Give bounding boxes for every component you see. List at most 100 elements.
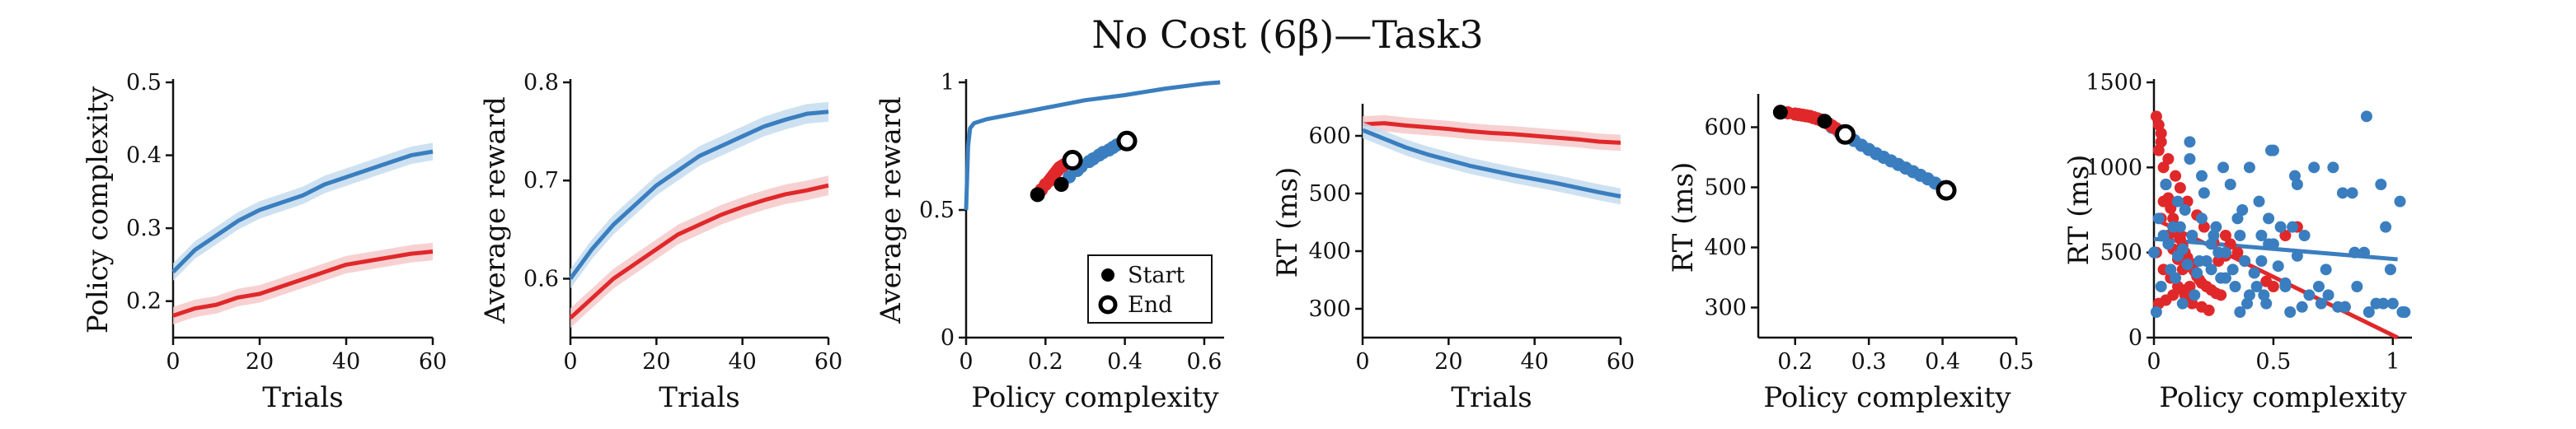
blue-point: [2320, 263, 2332, 276]
y-tick-label: 0.6: [523, 266, 559, 291]
y-axis-label: RT (ms): [1271, 167, 1304, 278]
y-tick-label: 600: [1704, 115, 1747, 141]
panel-rt-scatter-vs-policy-complexity: 0 0.5 1 0 500 1000 1500 Policy complexity RT (ms…: [2062, 70, 2412, 414]
red-point: [2184, 281, 2196, 292]
blue-point: [2157, 230, 2170, 241]
blue-point: [2176, 297, 2189, 310]
blue-point: [2291, 249, 2303, 262]
y-tick-label: 1500: [2086, 70, 2142, 96]
blue-point: [2363, 306, 2375, 318]
bound-curve-line: [964, 80, 1221, 211]
blue-point: [2351, 281, 2363, 292]
y-axis-label: RT (ms): [1667, 162, 1700, 273]
y-tick-label: 0.8: [523, 70, 559, 96]
red-point: [2219, 230, 2231, 241]
blue-point: [2284, 306, 2297, 318]
x-tick-label: 0: [166, 349, 180, 375]
end-marker: [1936, 180, 1957, 201]
red-point: [2162, 153, 2175, 165]
y-axis-label: Average reward: [875, 96, 908, 324]
blue-point: [2236, 204, 2249, 216]
series-red-line: [1362, 121, 1621, 145]
panel-policy-complexity-vs-trials: 0 20 40 60 0.2 0.3 0.4 0.5 Trials Policy complexi…: [82, 70, 447, 414]
blue-point: [2226, 263, 2239, 276]
blue-point: [2194, 255, 2206, 267]
blue-point: [2255, 255, 2268, 267]
x-tick-label: 20: [1434, 349, 1462, 375]
series-red-line: [569, 183, 829, 319]
x-axis-label: Trials: [262, 381, 343, 414]
start-marker: [1030, 187, 1045, 203]
y-tick-label: 0.2: [126, 289, 162, 315]
red-point: [2157, 161, 2170, 174]
y-tick-label: 1000: [2086, 155, 2142, 180]
panel-average-reward-vs-trials: 0 20 40 60 0.6 0.7 0.8 Trials Average reward: [479, 70, 842, 414]
blue-point: [2336, 187, 2348, 199]
blue-point: [2327, 161, 2339, 174]
red-point: [2224, 238, 2236, 250]
blue-point: [2253, 195, 2265, 208]
x-axis-label: Policy complexity: [971, 381, 1219, 414]
red-point: [2157, 195, 2170, 208]
blue-point: [2217, 161, 2230, 174]
x-tick-label: 40: [1520, 349, 1548, 375]
blue-point: [2248, 267, 2260, 279]
x-tick-label: 0.3: [1851, 349, 1887, 375]
blue-point: [2396, 306, 2409, 318]
blue-point: [2287, 221, 2299, 233]
x-tick-label: 20: [642, 349, 670, 375]
blue-point: [2195, 212, 2208, 225]
blue-point: [2250, 281, 2263, 292]
blue-point: [2263, 212, 2275, 225]
x-tick-label: 0: [563, 349, 577, 375]
blue-point: [2394, 195, 2406, 208]
series-red-error-band: [173, 242, 433, 325]
y-tick-label: 500: [1308, 181, 1351, 207]
blue-point: [2260, 297, 2273, 310]
blue-point: [2308, 161, 2320, 174]
blue-point: [2296, 301, 2308, 313]
x-axis-label: Policy complexity: [1763, 381, 2011, 414]
y-tick-label: 300: [1308, 296, 1351, 322]
y-tick-label: 400: [1704, 235, 1747, 261]
x-tick-label: 0: [959, 349, 973, 375]
blue-point: [2315, 297, 2327, 310]
x-tick-label: 60: [419, 349, 447, 375]
blue-point: [2377, 297, 2390, 310]
legend-start-label: Start: [1128, 263, 1185, 288]
y-tick-label: 300: [1704, 296, 1747, 321]
blue-point: [2375, 179, 2387, 190]
panel-rt-vs-policy-complexity: 0.2 0.3 0.4 0.5 300 400 500 600 Policy complexit…: [1667, 94, 2034, 414]
y-tick-label: 0.3: [126, 216, 162, 241]
series-red-line: [172, 249, 434, 318]
x-tick-label: 40: [728, 349, 756, 375]
x-axis-label: Policy complexity: [2159, 381, 2407, 414]
blue-point: [2189, 289, 2201, 301]
red-point: [2165, 202, 2177, 214]
blue-point: [2332, 301, 2344, 313]
y-tick-label: 0: [941, 325, 955, 351]
blue-point: [2195, 170, 2208, 182]
red-point: [2231, 246, 2244, 259]
blue-point: [2272, 260, 2284, 273]
blue-point: [2298, 230, 2311, 241]
x-tick-label: 0.6: [1186, 349, 1222, 375]
legend-end-label: End: [1128, 292, 1172, 318]
legend-end-marker: [1098, 295, 1118, 315]
blue-point: [2198, 187, 2210, 199]
blue-point: [2312, 281, 2325, 292]
blue-point: [2229, 281, 2241, 292]
y-axis-label: Average reward: [479, 96, 512, 324]
blue-point: [2162, 238, 2175, 250]
x-tick-label: 0.5: [1999, 349, 2034, 375]
red-point: [2167, 289, 2180, 301]
red-point: [2155, 128, 2167, 139]
red-point: [2279, 230, 2292, 241]
x-tick-label: 60: [1607, 349, 1635, 375]
red-point: [2152, 144, 2165, 156]
x-axis-label: Trials: [1451, 381, 1532, 414]
blue-point: [2274, 221, 2287, 233]
blue-point: [2255, 230, 2268, 241]
x-tick-label: 0.5: [2255, 349, 2291, 375]
blue-point: [2348, 246, 2361, 259]
